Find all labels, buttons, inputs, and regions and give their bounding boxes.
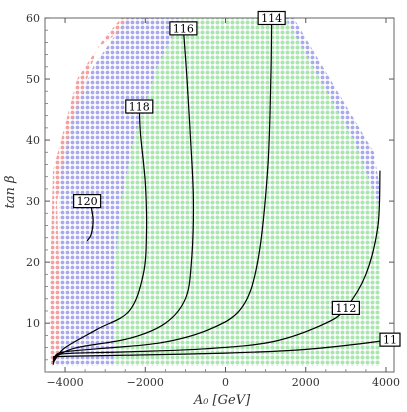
plot-border bbox=[44, 17, 395, 373]
contour-label-120: 120 bbox=[73, 194, 102, 209]
y-tick-label: 20 bbox=[26, 256, 40, 269]
y-axis-label: tan β bbox=[3, 176, 18, 209]
green-region bbox=[113, 18, 380, 366]
y-tick-label: 10 bbox=[26, 317, 40, 330]
contour-label-112: 112 bbox=[331, 300, 360, 316]
red-region bbox=[49, 18, 146, 366]
svg-text:120: 120 bbox=[77, 195, 98, 208]
svg-text:118: 118 bbox=[129, 101, 150, 114]
svg-text:116: 116 bbox=[173, 22, 194, 35]
y-tick-label: 30 bbox=[26, 195, 40, 208]
x-tick-label: −4000 bbox=[46, 376, 83, 389]
y-tick-label: 50 bbox=[26, 73, 40, 86]
svg-text:114: 114 bbox=[261, 12, 282, 25]
svg-text:112: 112 bbox=[335, 302, 356, 315]
y-tick-label: 40 bbox=[26, 134, 40, 147]
contour-116 bbox=[52, 28, 195, 363]
contour-112 bbox=[52, 170, 381, 359]
tick-layer: −4000 −2000 0 2000 4000 10 20 30 40 50 60 bbox=[26, 12, 400, 389]
x-tick-label: 4000 bbox=[372, 376, 400, 389]
contour-11 bbox=[52, 339, 391, 358]
plot-frame bbox=[44, 17, 395, 373]
x-tick-label: 2000 bbox=[292, 376, 320, 389]
y-tick-label: 60 bbox=[26, 12, 40, 25]
contour-114 bbox=[52, 18, 273, 361]
region-layer bbox=[49, 18, 380, 366]
contour-label-118: 118 bbox=[125, 99, 154, 114]
contour-layer bbox=[52, 18, 391, 365]
contour-label-116: 116 bbox=[169, 21, 198, 36]
contour-label-114: 114 bbox=[257, 10, 286, 26]
contour-label-layer: 120 118 116 114 112 11 bbox=[73, 10, 401, 347]
contour-label-11: 11 bbox=[379, 332, 401, 347]
x-tick-label: −2000 bbox=[127, 376, 164, 389]
x-axis-label: A₀ [GeV] bbox=[193, 393, 251, 408]
svg-text:11: 11 bbox=[383, 334, 397, 347]
contour-120 bbox=[86, 200, 94, 242]
x-tick-label: 0 bbox=[222, 376, 229, 389]
